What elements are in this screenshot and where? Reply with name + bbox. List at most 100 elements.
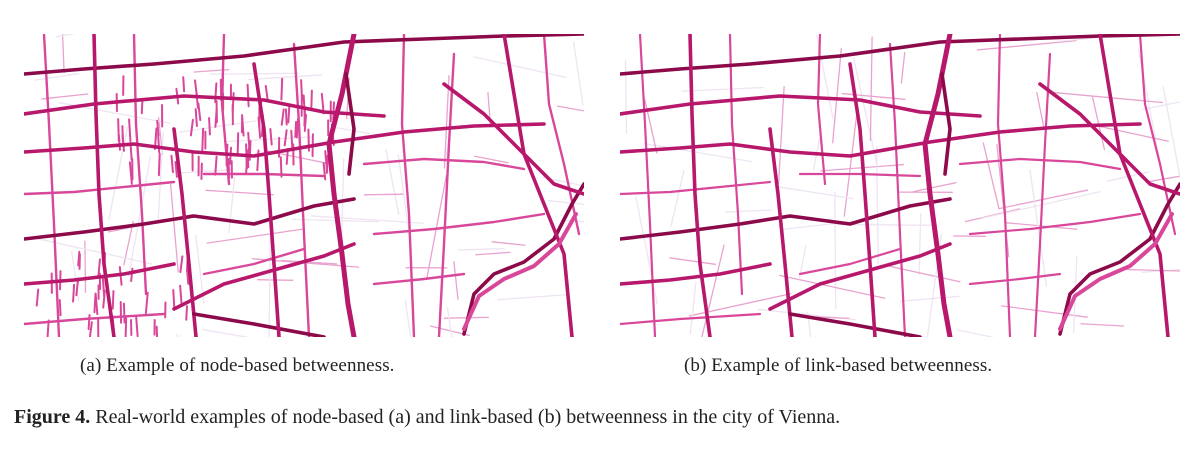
- local-street: [841, 93, 906, 100]
- local-street: [206, 228, 303, 244]
- arterial-road: [92, 34, 116, 337]
- local-street: [443, 74, 450, 169]
- local-street: [689, 281, 697, 335]
- local-street: [179, 334, 182, 337]
- street-spur: [124, 317, 128, 337]
- street-spur: [194, 108, 198, 128]
- street-spur: [189, 118, 194, 137]
- map-panel-node-betweenness: [24, 34, 584, 337]
- local-street: [957, 329, 995, 337]
- street-spur: [290, 129, 294, 149]
- arterial-road: [848, 62, 877, 337]
- local-street: [635, 196, 658, 305]
- street-spur: [135, 316, 139, 337]
- street-spur: [58, 298, 62, 317]
- arterial-road: [192, 312, 326, 337]
- local-street: [247, 74, 323, 81]
- street-spur: [310, 89, 313, 111]
- local-street: [912, 182, 957, 193]
- street-spur: [144, 291, 149, 315]
- river-road: [1058, 212, 1174, 331]
- secondary-road: [400, 34, 416, 337]
- local-street: [624, 59, 628, 134]
- local-street: [332, 126, 371, 135]
- local-street: [475, 251, 511, 256]
- arterial-road: [620, 197, 952, 241]
- map-panel-link-betweenness: [620, 34, 1180, 337]
- arterial-road: [1058, 182, 1180, 336]
- local-street: [806, 311, 812, 337]
- local-street: [1142, 101, 1180, 111]
- arterial-road: [24, 262, 176, 286]
- street-spur: [111, 290, 115, 310]
- arterial-road: [24, 197, 356, 241]
- figure-caption: Figure 4. Real-world examples of node-ba…: [14, 406, 840, 429]
- local-street: [1092, 124, 1169, 142]
- local-street: [228, 177, 236, 234]
- secondary-road: [620, 312, 762, 326]
- arterial-road: [620, 122, 1142, 158]
- local-street: [900, 295, 960, 302]
- street-spur: [246, 146, 251, 169]
- street-spur: [102, 289, 106, 309]
- secondary-road: [888, 42, 907, 337]
- street-spur: [182, 76, 186, 93]
- street-spur: [284, 108, 288, 126]
- local-street: [875, 146, 879, 265]
- street-spur: [172, 289, 176, 309]
- local-street: [169, 183, 179, 273]
- local-street: [1000, 305, 1088, 318]
- local-street: [474, 155, 509, 164]
- street-spur: [332, 101, 335, 121]
- street-network-map-b: [620, 34, 1180, 337]
- local-street: [869, 36, 873, 142]
- street-spur: [208, 117, 211, 136]
- street-spur: [283, 129, 288, 147]
- street-spur: [93, 293, 97, 314]
- street-spur: [294, 120, 298, 138]
- local-street: [311, 215, 425, 224]
- street-spur: [121, 134, 125, 152]
- arterial-road: [768, 127, 794, 337]
- street-spur: [179, 284, 183, 305]
- secondary-road: [728, 34, 744, 296]
- local-street: [779, 274, 886, 299]
- local-street: [176, 333, 179, 337]
- local-street: [363, 193, 404, 196]
- street-spur: [88, 321, 93, 337]
- local-street: [900, 51, 906, 84]
- arterial-road: [788, 312, 922, 337]
- arterial-road: [24, 34, 584, 76]
- street-spur: [264, 84, 269, 102]
- local-street: [815, 316, 850, 319]
- secondary-road: [292, 42, 311, 337]
- secondary-road: [620, 180, 772, 196]
- local-street: [496, 294, 567, 301]
- local-street: [453, 261, 459, 300]
- street-spur: [287, 105, 291, 124]
- secondary-road: [437, 52, 456, 337]
- street-spur: [87, 313, 91, 331]
- local-street: [701, 244, 725, 337]
- local-street: [281, 259, 338, 265]
- local-street: [834, 191, 837, 310]
- arterial-road: [940, 72, 952, 176]
- figure-label: Figure 4.: [14, 406, 91, 428]
- local-street: [832, 47, 843, 144]
- street-spur: [325, 154, 329, 174]
- secondary-road: [798, 247, 902, 276]
- local-street: [547, 200, 584, 206]
- street-spur: [231, 92, 235, 113]
- local-street: [782, 219, 866, 230]
- street-spur: [241, 114, 245, 137]
- street-spur: [128, 161, 133, 185]
- figure-caption-text: Real-world examples of node-based (a) an…: [95, 406, 841, 428]
- local-street: [61, 34, 65, 74]
- street-spur: [157, 132, 161, 154]
- local-street: [976, 39, 1077, 51]
- local-street: [1080, 323, 1125, 327]
- arterial-road: [344, 72, 356, 176]
- secondary-road: [968, 272, 1062, 286]
- local-street: [644, 98, 658, 154]
- local-street: [1126, 268, 1180, 272]
